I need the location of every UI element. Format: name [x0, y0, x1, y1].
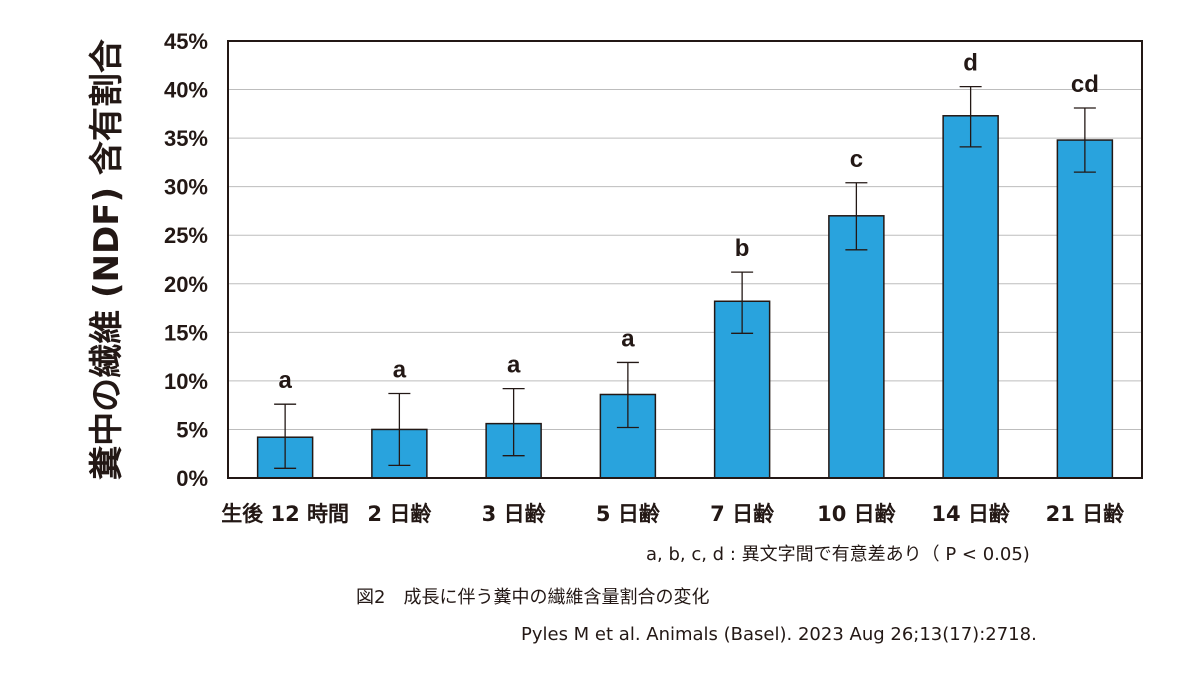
significance-letter: a	[507, 352, 521, 379]
significance-letter: cd	[1071, 71, 1099, 98]
source-citation: Pyles M et al. Animals (Basel). 2023 Aug…	[521, 624, 1037, 645]
x-tick-label: 5 日齢	[596, 502, 661, 526]
y-tick-label: 5%	[176, 417, 208, 442]
x-tick-label: 7 日齢	[710, 502, 775, 526]
x-tick-label: 21 日齢	[1046, 502, 1126, 526]
plot-frame	[227, 40, 1143, 479]
y-tick-label: 30%	[164, 175, 208, 200]
y-tick-label: 10%	[164, 369, 208, 394]
y-tick-label: 15%	[164, 320, 208, 345]
error-bars	[274, 85, 1096, 469]
figure-caption: 図2 成長に伴う糞中の繊維含量割合の変化	[356, 587, 710, 608]
y-axis-ticks: 0% 5% 10% 15% 20% 25% 30% 35% 40% 45%	[164, 29, 208, 491]
significance-letter: a	[278, 367, 292, 394]
x-tick-label: 14 日齢	[931, 502, 1011, 526]
significance-letter: a	[621, 325, 635, 352]
significance-letter: b	[735, 235, 750, 262]
x-tick-label: 3 日齢	[482, 502, 547, 526]
y-axis-title: 糞中の繊維 (NDF) 含有割合	[87, 39, 127, 480]
significance-letter: c	[850, 146, 863, 173]
x-tick-label: 10 日齢	[817, 502, 897, 526]
significance-letter: a	[393, 357, 407, 384]
x-tick-label: 2 日齢	[367, 502, 432, 526]
bar	[1056, 139, 1114, 479]
bar	[828, 215, 885, 479]
y-tick-label: 0%	[176, 466, 208, 491]
significance-letter: d	[963, 50, 978, 77]
y-tick-label: 40%	[164, 78, 208, 103]
y-tick-label: 20%	[164, 272, 208, 297]
x-tick-label: 生後 12 時間	[221, 502, 349, 526]
bars	[256, 115, 1114, 479]
significance-note: a, b, c, d : 異文字間で有意差あり（ P < 0.05)	[646, 544, 1030, 565]
y-tick-label: 35%	[164, 126, 208, 151]
y-tick-label: 25%	[164, 223, 208, 248]
bar	[942, 115, 999, 479]
x-axis-labels: 生後 12 時間 2 日齢 3 日齢 5 日齢 7 日齢 10 日齢 14 日齢 21 日齢	[221, 502, 1125, 526]
grid-lines	[228, 89, 1142, 430]
y-tick-label: 45%	[164, 29, 208, 54]
